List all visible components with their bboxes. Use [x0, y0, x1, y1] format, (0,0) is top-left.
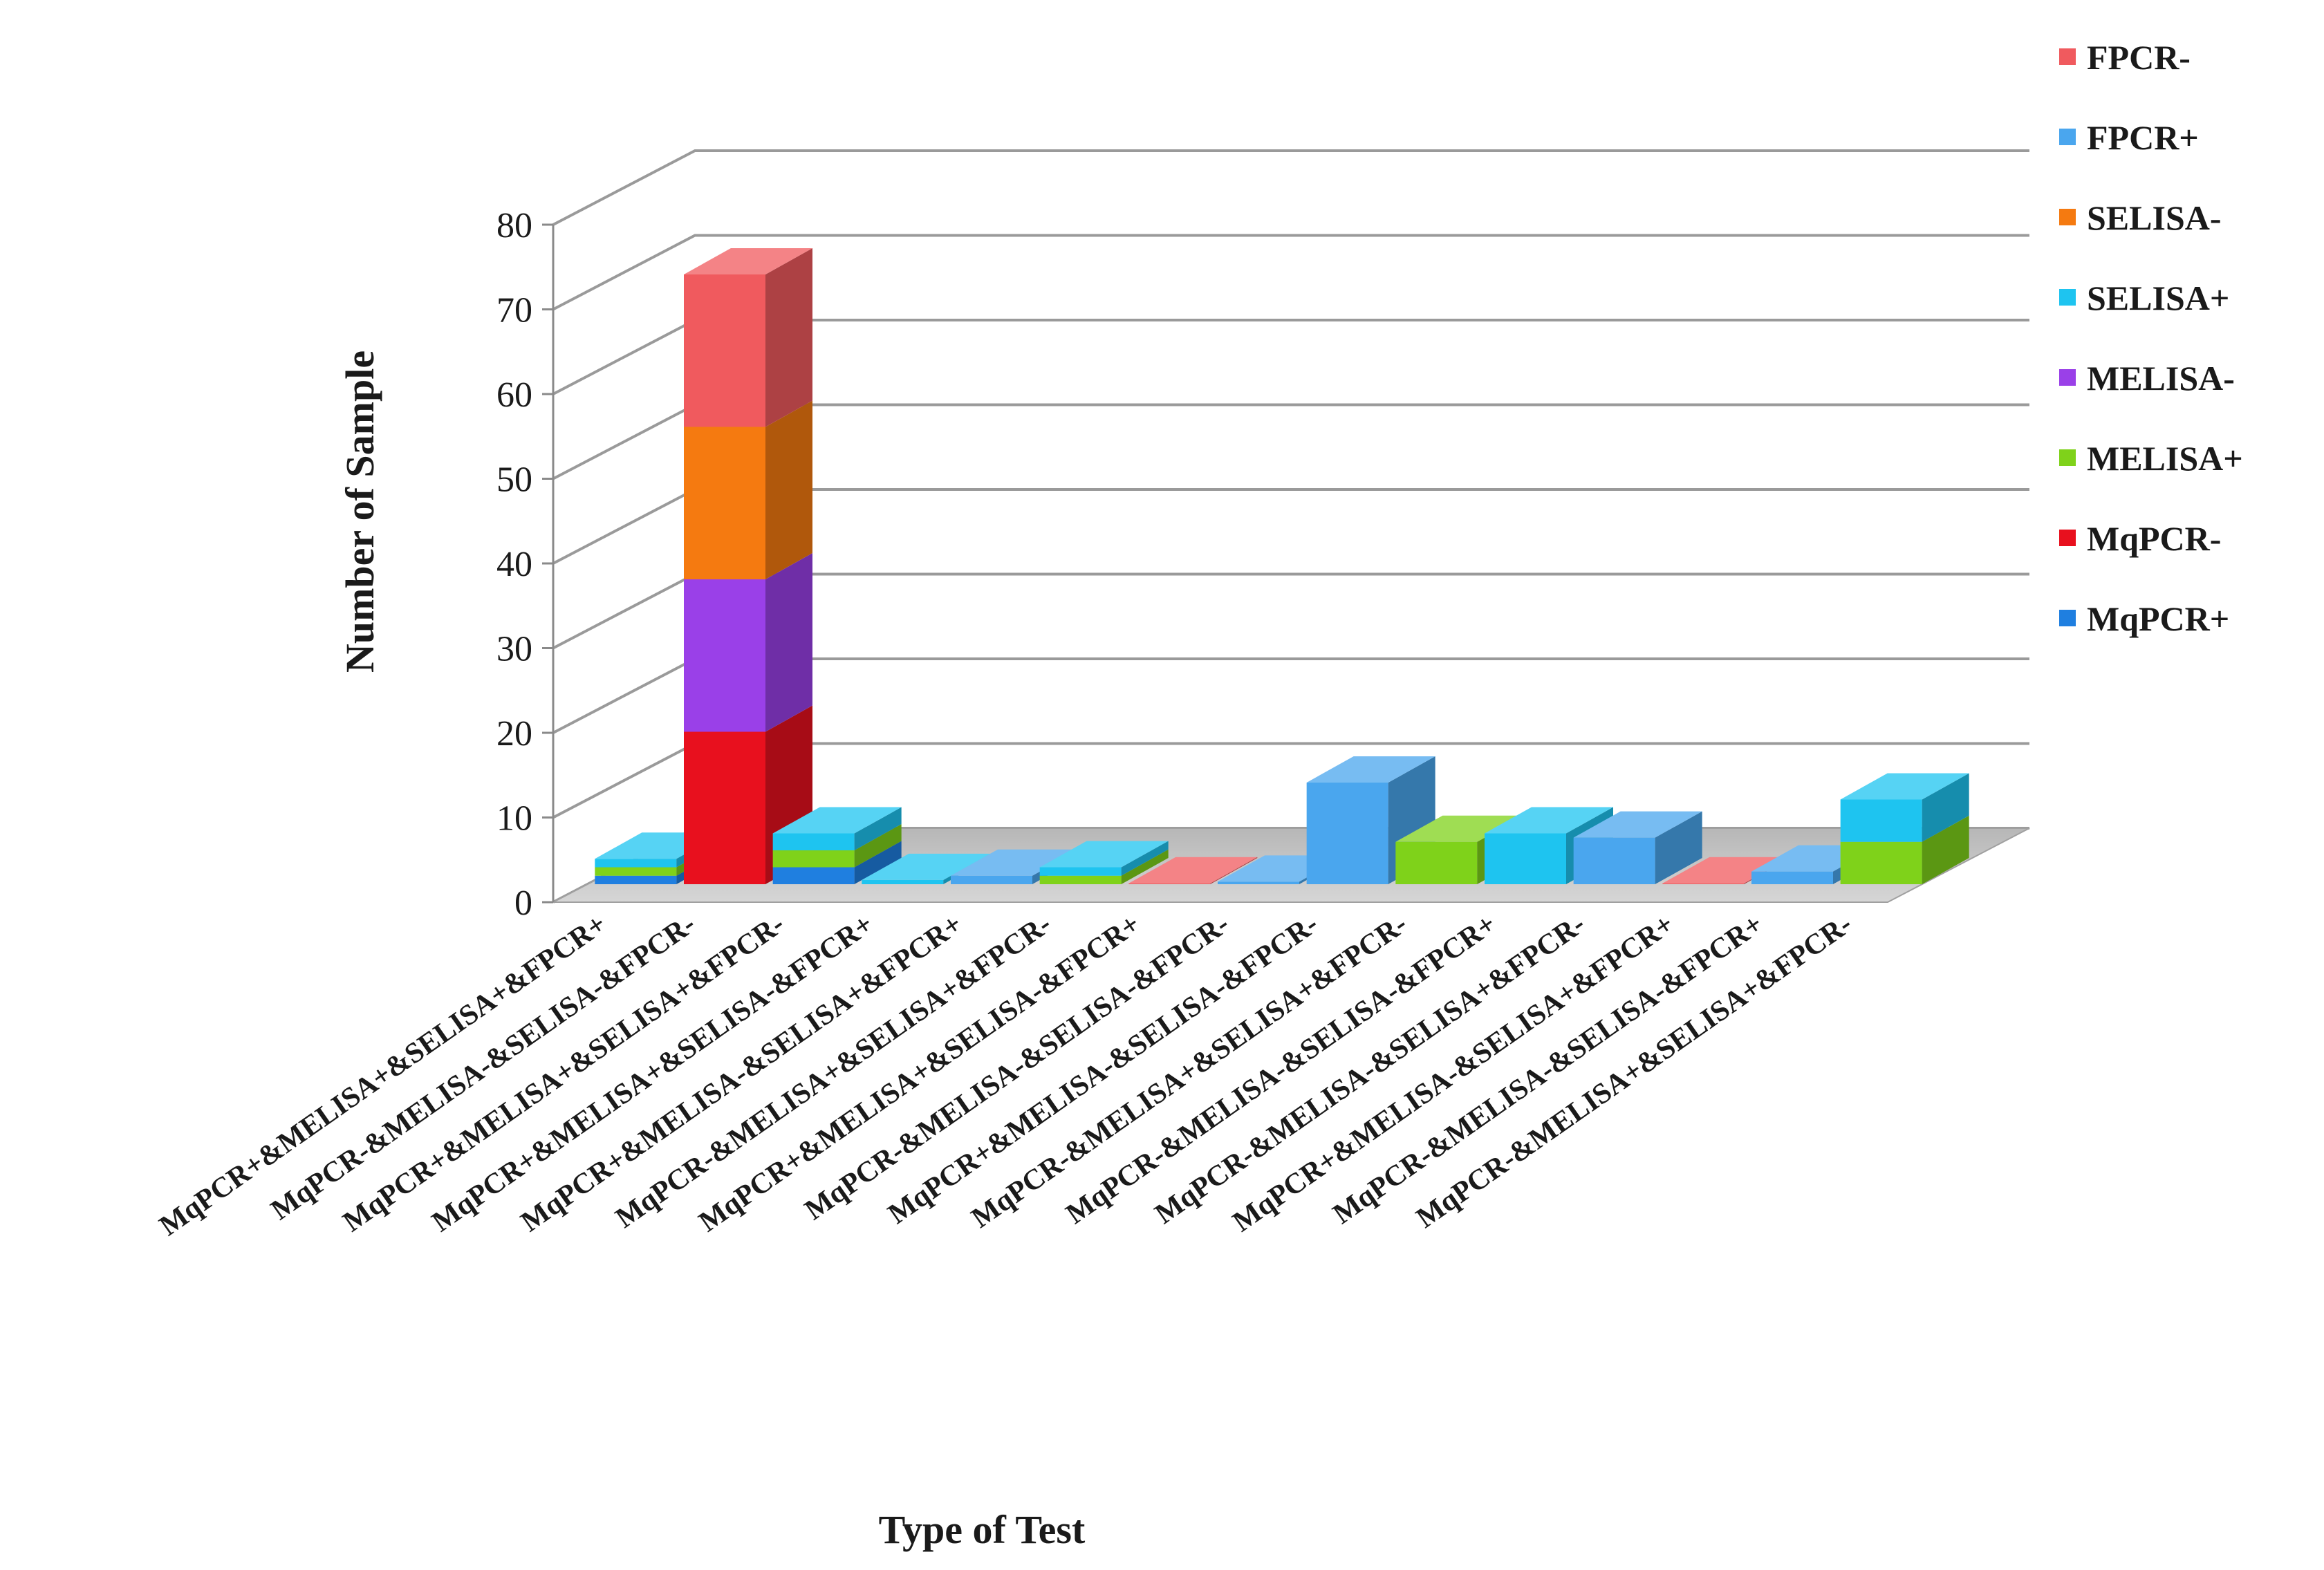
- gridline-70: [552, 234, 2029, 311]
- bar-stack: [772, 807, 902, 884]
- bar-front: [1395, 841, 1478, 884]
- bar-front: [595, 867, 677, 876]
- y-tick-label: 50: [496, 460, 532, 500]
- bar-side: [1922, 815, 1969, 884]
- legend-swatch: [2059, 48, 2076, 65]
- legend-label: SELISA+: [2087, 279, 2229, 317]
- bar-stack: [1573, 811, 1702, 884]
- bar-side: [854, 824, 902, 868]
- bar-front: [1218, 881, 1299, 884]
- y-axis: 0 10 20 30 40 50 60 70 80: [496, 206, 555, 923]
- bar-front: [1840, 841, 1922, 884]
- legend-swatch: [2059, 610, 2076, 626]
- legend-swatch: [2059, 369, 2076, 386]
- bar-stack: [1039, 841, 1169, 884]
- bar-side: [1121, 841, 1169, 876]
- bar-side: [854, 841, 902, 884]
- bar-top: [1840, 773, 1969, 800]
- bar-front: [1039, 875, 1122, 884]
- legend-label: SELISA-: [2087, 198, 2222, 237]
- legend-swatch: [2059, 289, 2076, 306]
- legend-swatch: [2059, 449, 2076, 466]
- bar-stack: [1128, 857, 1258, 884]
- legend-swatch: [2059, 530, 2076, 546]
- bar-top: [1485, 807, 1613, 834]
- bar-front: [1751, 871, 1833, 884]
- bar-side: [1121, 849, 1169, 884]
- bar-side: [854, 807, 902, 850]
- bar-front: [772, 867, 855, 884]
- bar-stack: [1840, 773, 1969, 884]
- bar-front: [772, 850, 855, 868]
- bar-top: [1573, 811, 1702, 838]
- bar-front: [684, 427, 765, 579]
- y-tick-label: 30: [496, 630, 532, 669]
- x-axis-categories: MqPCR+&MELISA+&SELISA+&FPCR+MqPCR-&MELIS…: [154, 908, 1858, 1242]
- legend-label: MELISA-: [2087, 359, 2235, 398]
- y-tick-label: 0: [514, 884, 532, 923]
- bar-side: [765, 248, 812, 427]
- bar-top: [862, 853, 991, 880]
- y-tick-label: 70: [496, 291, 532, 330]
- gridline-80: [552, 149, 2029, 226]
- bar-front: [595, 859, 677, 868]
- bar-stack: [1306, 756, 1435, 884]
- bar-side: [1922, 773, 1969, 842]
- bar-front: [1306, 783, 1388, 884]
- legend-swatch: [2059, 209, 2076, 225]
- bar-front: [772, 833, 855, 850]
- legend-label: MqPCR-: [2087, 519, 2221, 558]
- bar-front: [1573, 837, 1655, 884]
- bar-side: [1210, 857, 1258, 884]
- legend-label: MqPCR+: [2087, 599, 2229, 638]
- bar-front: [1840, 799, 1922, 842]
- bar-front: [595, 875, 677, 884]
- bar-side: [765, 553, 812, 732]
- bar-top: [772, 807, 902, 834]
- bar-side: [1655, 811, 1702, 884]
- bar-front: [1485, 833, 1566, 884]
- chart-bars: [595, 248, 1969, 884]
- y-tick-label: 10: [496, 799, 532, 839]
- bar-top: [1395, 815, 1525, 842]
- y-axis-title: Number of Sample: [337, 351, 382, 673]
- bar-front: [1039, 867, 1122, 876]
- bar-top: [1306, 756, 1435, 783]
- chart-legend: FPCR- FPCR+ SELISA- SELISA+ MELISA- MELISA+ Mq…: [2059, 38, 2243, 638]
- bar-front: [862, 879, 944, 884]
- bar-top: [684, 248, 812, 274]
- x-axis-title: Type of Test: [879, 1507, 1086, 1552]
- y-tick-label: 80: [496, 206, 532, 245]
- bar-stack: [684, 248, 812, 884]
- y-tick-label: 40: [496, 545, 532, 584]
- bar-front: [684, 731, 765, 884]
- bar-top: [1662, 857, 1792, 884]
- y-tick-label: 20: [496, 714, 532, 754]
- legend-label: FPCR+: [2087, 118, 2199, 157]
- bar-top: [951, 849, 1079, 876]
- legend-label: MELISA+: [2087, 439, 2243, 478]
- bar-front: [951, 875, 1032, 884]
- bar-front: [684, 274, 765, 427]
- y-tick-label: 60: [496, 375, 532, 415]
- legend-swatch: [2059, 129, 2076, 145]
- bar-side: [765, 400, 812, 579]
- bar-top: [1128, 857, 1258, 884]
- bar-front: [684, 579, 765, 732]
- legend-label: FPCR-: [2087, 38, 2191, 77]
- bar-top: [1039, 841, 1169, 868]
